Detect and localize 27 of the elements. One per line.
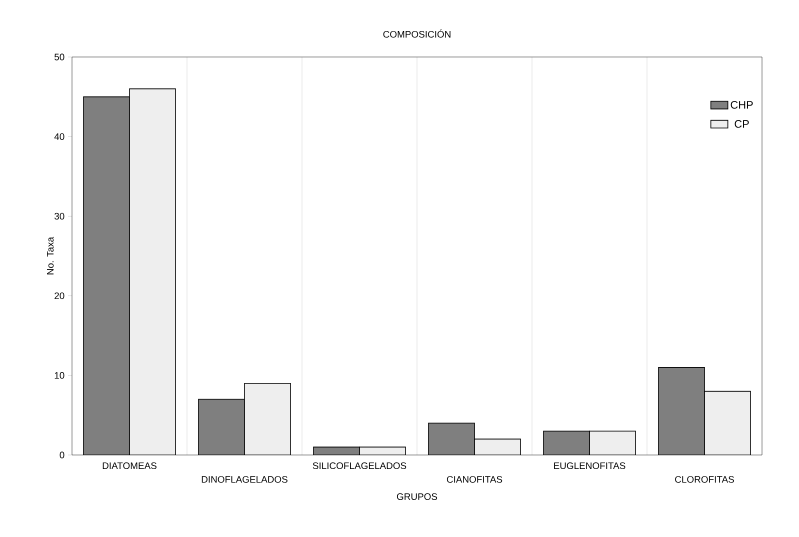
bar [428,423,475,455]
y-tick-label: 30 [54,212,64,220]
y-tick-label: 0 [60,452,64,458]
x-tick-label: DINOFLAGELADOS [202,476,288,483]
bar [704,390,751,455]
x-axis-title: GRUPOS [396,493,438,500]
y-tick-label: 40 [54,133,64,140]
bar [590,431,636,455]
y-tick-label: 20 [54,292,64,300]
bar [130,88,176,455]
y-axis-title: No. Taxa [47,236,54,274]
legend-label: CP [734,120,749,128]
y-tick-label: 50 [54,54,64,60]
bar [198,399,245,455]
x-tick-label: DIATOMEAS [102,462,157,470]
chart-title: COMPOSICIÓN [383,29,450,38]
y-tick-label: 10 [54,372,64,379]
bar [658,367,705,455]
x-tick-label: EUGLENOFITAS [554,462,626,470]
x-tick-label: CIANOFITAS [446,476,502,483]
bar [544,431,590,455]
x-tick-label: CLOROFITAS [675,476,734,483]
legend-label: CHP [730,100,753,109]
x-tick-label: SILICOFLAGELADOS [312,462,406,470]
bar [84,96,130,455]
bar [244,383,291,455]
bar [474,439,521,455]
